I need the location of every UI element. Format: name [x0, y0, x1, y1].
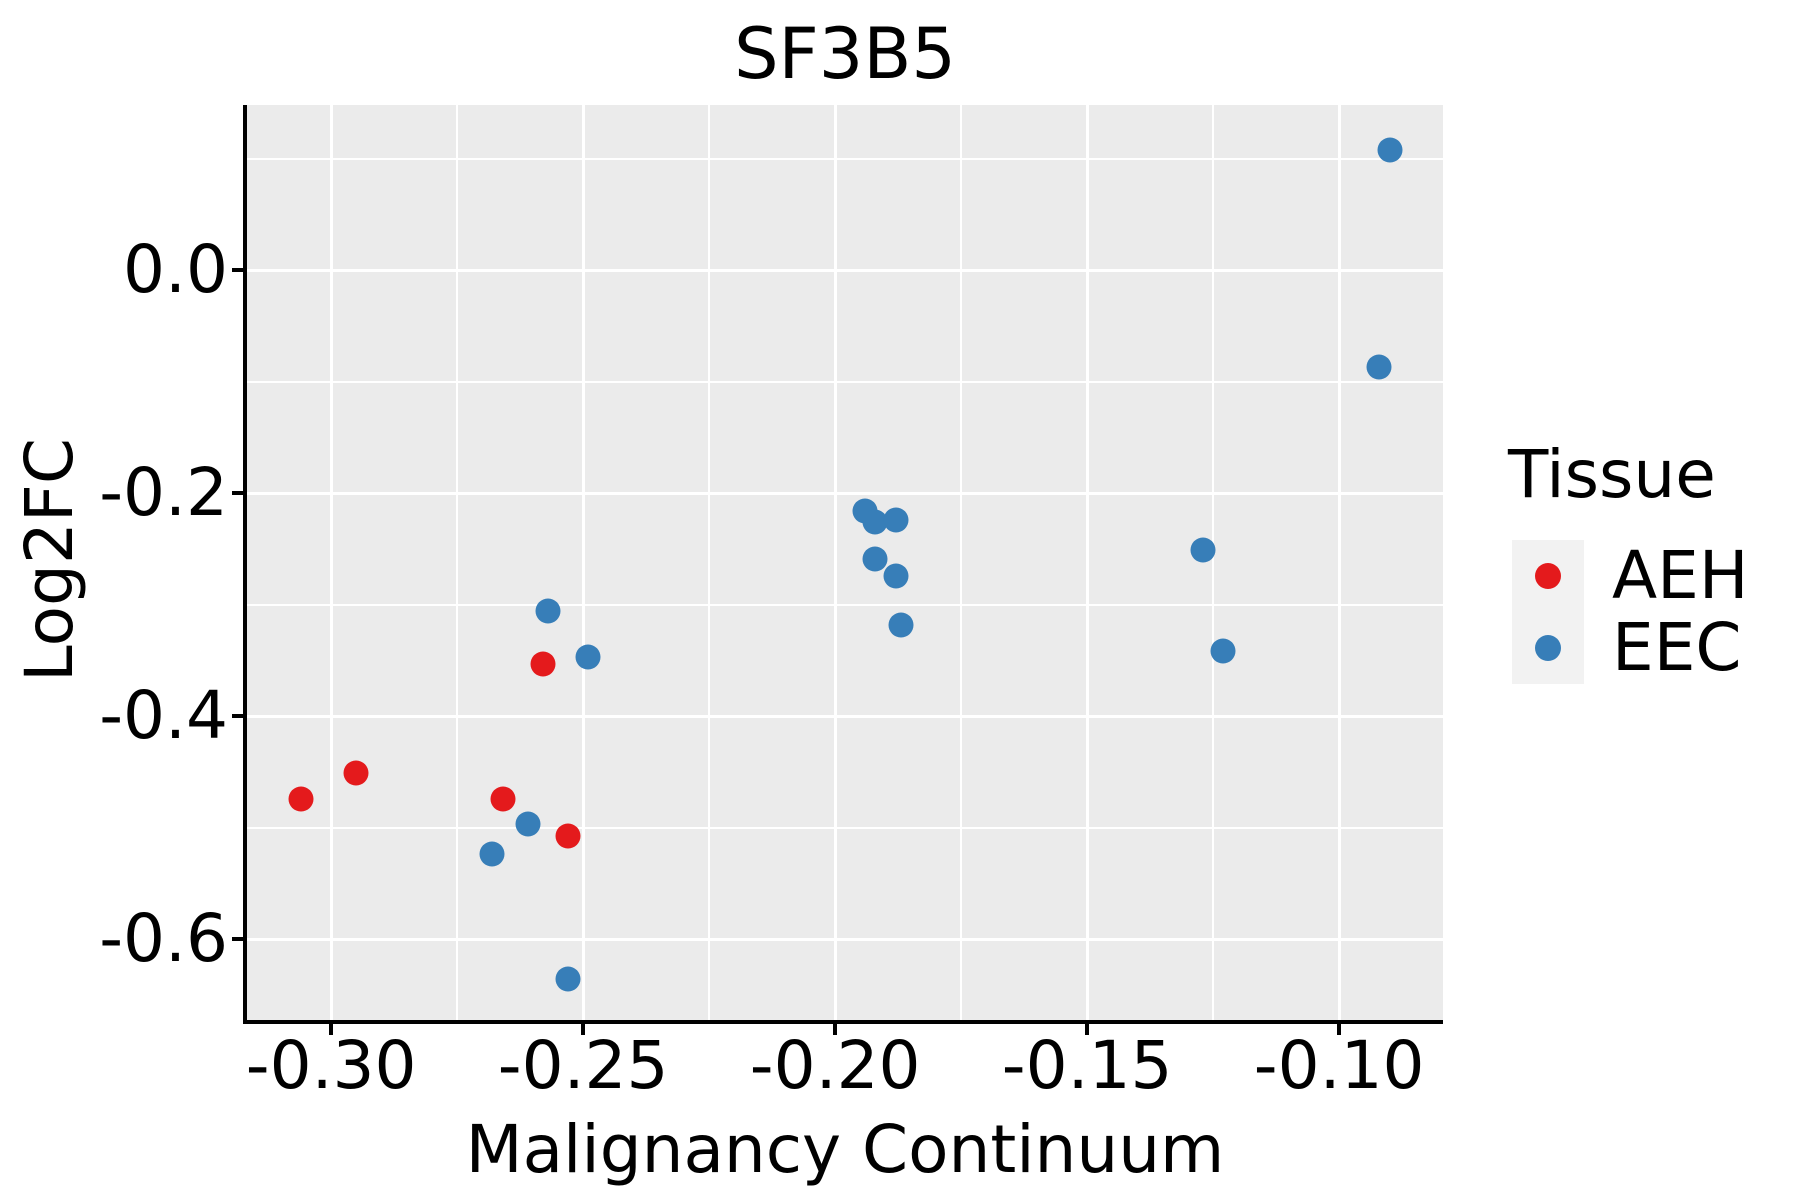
data-point-eec — [555, 966, 581, 992]
data-point-eec — [1366, 354, 1392, 380]
x-tick-mark — [329, 1024, 334, 1035]
y-tick-label: -0.2 — [99, 454, 228, 532]
y-minor-gridline — [247, 157, 1443, 160]
x-major-gridline — [1337, 105, 1341, 1020]
x-tick-label: -0.20 — [749, 1027, 921, 1104]
y-tick-mark — [232, 714, 243, 719]
x-minor-gridline — [456, 105, 459, 1020]
x-major-gridline — [833, 105, 837, 1020]
x-major-gridline — [1085, 105, 1089, 1020]
y-minor-gridline — [247, 603, 1443, 606]
x-major-gridline — [581, 105, 585, 1020]
data-point-eec — [862, 546, 888, 572]
y-tick-mark — [232, 268, 243, 273]
x-tick-label: -0.30 — [245, 1027, 417, 1104]
x-tick-mark — [1085, 1024, 1090, 1035]
x-axis-title: Malignancy Continuum — [465, 1111, 1225, 1188]
x-minor-gridline — [960, 105, 963, 1020]
y-tick-mark — [232, 937, 243, 942]
y-major-gridline — [247, 937, 1443, 941]
x-minor-gridline — [708, 105, 711, 1020]
data-point-eec — [883, 507, 909, 533]
data-point-eec — [479, 841, 505, 867]
x-minor-gridline — [1212, 105, 1215, 1020]
y-tick-label: -0.4 — [99, 677, 228, 755]
data-point-aeh — [530, 651, 556, 677]
x-major-gridline — [329, 105, 333, 1020]
y-major-gridline — [247, 491, 1443, 495]
x-axis-line — [243, 1020, 1443, 1024]
x-tick-label: -0.15 — [1001, 1027, 1173, 1104]
y-tick-label: -0.6 — [99, 900, 228, 978]
data-point-eec — [535, 598, 561, 624]
legend-title: Tissue — [1508, 436, 1716, 513]
y-major-gridline — [247, 268, 1443, 272]
legend-dot-eec-icon — [1535, 635, 1561, 661]
data-point-eec — [1190, 537, 1216, 563]
x-tick-label: -0.10 — [1253, 1027, 1425, 1104]
legend-label-aeh: AEH — [1612, 537, 1749, 614]
data-point-aeh — [555, 823, 581, 849]
y-minor-gridline — [247, 826, 1443, 829]
data-point-eec — [1377, 137, 1403, 163]
data-point-eec — [515, 811, 541, 837]
data-point-eec — [888, 612, 914, 638]
data-point-eec — [883, 563, 909, 589]
y-axis-title: Log2FC — [11, 438, 88, 682]
legend-dot-aeh-icon — [1535, 563, 1561, 589]
x-tick-mark — [833, 1024, 838, 1035]
data-point-aeh — [490, 786, 516, 812]
plot-title: SF3B5 — [734, 13, 956, 95]
data-point-aeh — [288, 786, 314, 812]
data-point-eec — [1210, 638, 1236, 664]
y-minor-gridline — [247, 380, 1443, 383]
legend-label-eec: EEC — [1612, 609, 1742, 686]
plot-panel — [247, 105, 1443, 1020]
y-tick-label: 0.0 — [123, 231, 228, 309]
y-tick-mark — [232, 491, 243, 496]
x-tick-mark — [581, 1024, 586, 1035]
x-tick-mark — [1337, 1024, 1342, 1035]
data-point-eec — [575, 644, 601, 670]
y-major-gridline — [247, 714, 1443, 718]
data-point-aeh — [343, 760, 369, 786]
y-axis-line — [243, 105, 247, 1024]
x-tick-label: -0.25 — [497, 1027, 669, 1104]
